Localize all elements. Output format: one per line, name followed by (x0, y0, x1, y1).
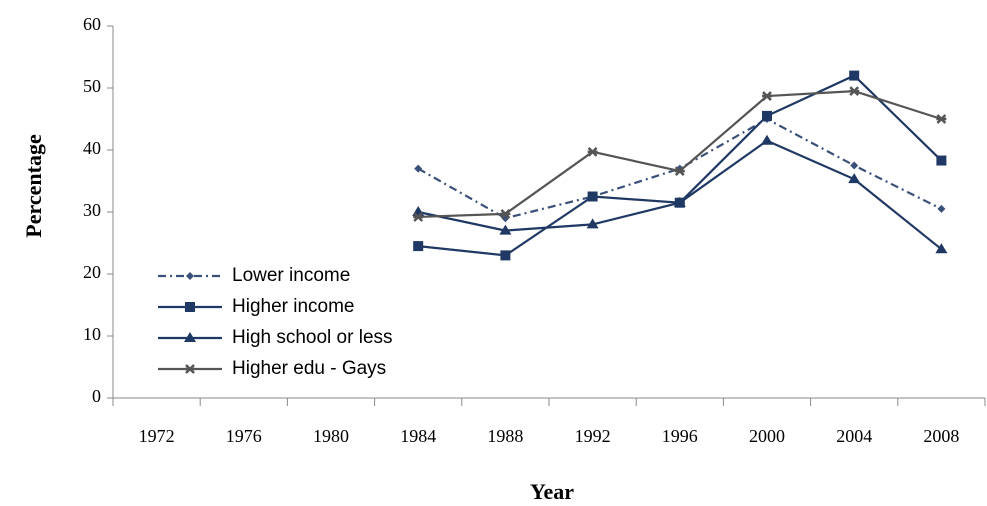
legend-label: High school or less (232, 327, 393, 348)
marker (674, 166, 685, 176)
marker (937, 204, 946, 213)
x-tick-label: 2008 (923, 426, 959, 446)
y-tick-label: 60 (83, 14, 101, 34)
x-tick-label: 1988 (487, 426, 523, 446)
marker (587, 191, 598, 202)
legend-marker (186, 272, 194, 280)
legend-label: Higher income (232, 296, 355, 317)
marker (500, 208, 511, 219)
x-tick-label: 1996 (662, 426, 698, 446)
marker (414, 164, 423, 173)
marker (587, 146, 598, 157)
marker (849, 70, 860, 81)
x-tick-label: 1984 (400, 426, 436, 446)
x-tick-label: 1980 (313, 426, 349, 446)
x-tick-label: 1972 (139, 426, 175, 446)
x-tick-label: 2004 (836, 426, 872, 446)
marker (500, 250, 511, 261)
marker (761, 134, 773, 145)
marker (936, 155, 947, 166)
marker (848, 173, 861, 184)
marker (935, 243, 948, 254)
y-tick-label: 50 (83, 76, 101, 96)
y-tick-label: 20 (83, 262, 101, 282)
marker (499, 224, 512, 235)
y-tick-label: 30 (83, 200, 101, 220)
legend-label: Higher edu - Gays (232, 358, 386, 379)
marker (673, 196, 686, 207)
x-tick-label: 1976 (226, 426, 262, 446)
x-axis-title: Year (530, 479, 574, 504)
legend-marker (184, 332, 196, 342)
marker (936, 114, 947, 124)
legend-label: Lower income (232, 265, 350, 286)
x-tick-label: 2000 (749, 426, 785, 446)
marker (849, 86, 860, 96)
y-tick-label: 10 (83, 324, 101, 344)
series-line (417, 139, 943, 251)
legend-marker (185, 364, 195, 374)
marker (586, 218, 599, 229)
y-tick-label: 0 (92, 386, 101, 406)
marker (413, 241, 424, 252)
y-tick-label: 40 (83, 138, 101, 158)
marker (762, 110, 772, 121)
x-tick-label: 1992 (575, 426, 611, 446)
marker (762, 91, 772, 101)
y-axis-title: Percentage (21, 134, 46, 238)
legend-marker (185, 302, 195, 312)
marker (850, 161, 859, 170)
marker (413, 212, 424, 222)
